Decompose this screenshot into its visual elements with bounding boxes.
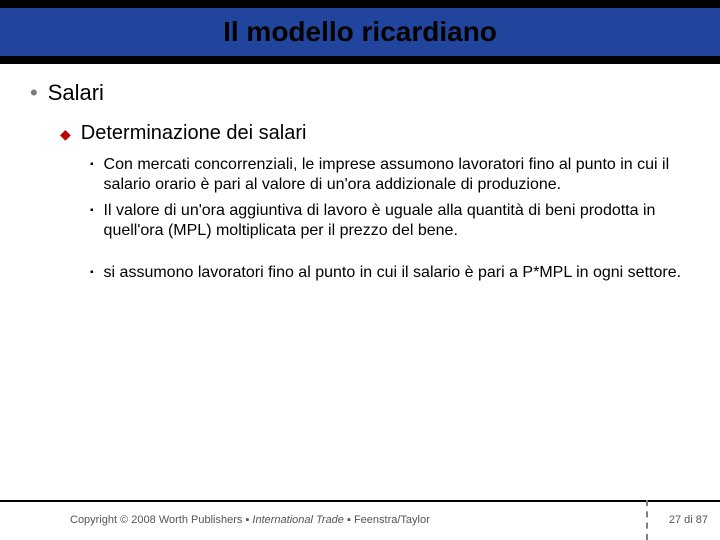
- level3-text: Il valore di un'ora aggiuntiva di lavoro…: [104, 201, 690, 241]
- bullet-level3-item: ▪ Con mercati concorrenziali, le imprese…: [90, 155, 690, 195]
- authors: Feenstra/Taylor: [351, 514, 430, 526]
- copyright-prefix: Copyright © 2008 Worth Publishers: [70, 514, 245, 526]
- header-inner: Il modello ricardiano: [0, 8, 720, 56]
- bullet-level1: • Salari: [30, 80, 690, 106]
- level3-text: Con mercati concorrenziali, le imprese a…: [104, 155, 690, 195]
- header-bar: Il modello ricardiano: [0, 0, 720, 64]
- footer-copyright: Copyright © 2008 Worth Publishers ▪ Inte…: [70, 514, 430, 526]
- level2-text: Determinazione dei salari: [81, 122, 307, 145]
- book-title: International Trade: [249, 514, 347, 526]
- bullet-diamond-icon: ◆: [60, 125, 71, 145]
- bullet-square-icon: ▪: [90, 160, 94, 170]
- bullet-level2: ◆ Determinazione dei salari: [60, 122, 690, 145]
- level3-text: si assumono lavoratori fino al punto in …: [104, 263, 681, 283]
- bullet-dot-icon: •: [30, 82, 38, 104]
- bullet-square-icon: ▪: [90, 206, 94, 216]
- footer: Copyright © 2008 Worth Publishers ▪ Inte…: [0, 500, 720, 540]
- level1-text: Salari: [48, 80, 104, 106]
- bullet-level3-item: ▪ Il valore di un'ora aggiuntiva di lavo…: [90, 201, 690, 241]
- bullet-level3-item: ▪ si assumono lavoratori fino al punto i…: [90, 263, 690, 283]
- footer-line: [0, 500, 720, 502]
- content-area: • Salari ◆ Determinazione dei salari ▪ C…: [30, 80, 690, 289]
- page-number: 27 di 87: [669, 514, 708, 526]
- bullet-square-icon: ▪: [90, 268, 94, 278]
- footer-divider: [646, 500, 648, 540]
- slide-title: Il modello ricardiano: [223, 16, 497, 48]
